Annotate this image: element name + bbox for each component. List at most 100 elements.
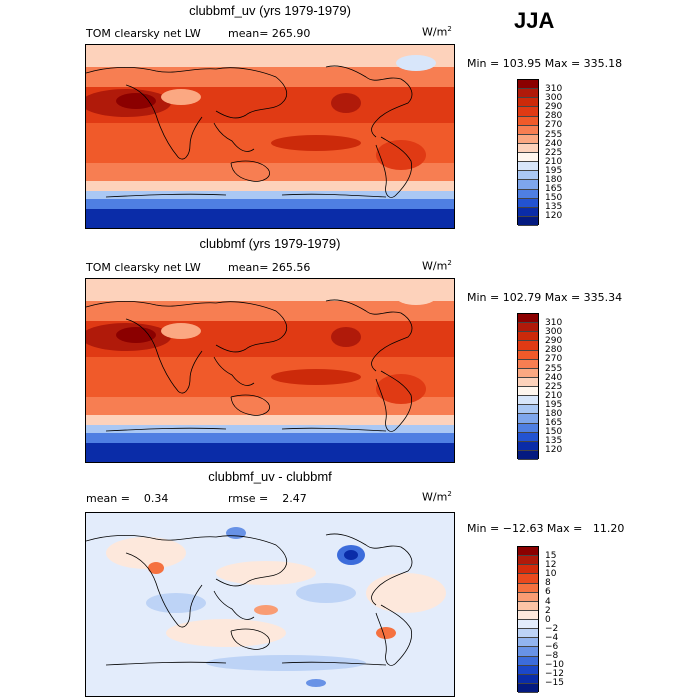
colorbar-tick-label: 240 xyxy=(545,373,563,383)
colorbar-tick-label: −10 xyxy=(545,660,564,670)
colorbar-swatch xyxy=(518,80,538,90)
colorbar-tick-label: −15 xyxy=(545,678,564,688)
colorbar-swatch xyxy=(518,189,538,199)
colorbar-swatch xyxy=(518,216,538,226)
colorbar-tick-label: −6 xyxy=(545,642,559,652)
colorbar-swatch xyxy=(518,396,538,406)
colorbar-swatch xyxy=(518,171,538,181)
world-map xyxy=(85,44,455,229)
colorbar-tick-label: 240 xyxy=(545,139,563,149)
colorbar-tick-label: 6 xyxy=(545,587,551,597)
colorbar-swatch xyxy=(518,683,538,693)
colorbar-tick-label: 0 xyxy=(545,615,551,625)
colorbar-swatch xyxy=(518,547,538,557)
colorbar-swatch xyxy=(518,629,538,639)
colorbar-swatch xyxy=(518,207,538,217)
colorbar-swatch xyxy=(518,574,538,584)
colorbar-swatch xyxy=(518,638,538,648)
colorbar-tick-label: 270 xyxy=(545,354,563,364)
colorbar-tick-label: −12 xyxy=(545,669,564,679)
mean-label: mean = 0.34 xyxy=(86,492,169,505)
colorbar-swatch xyxy=(518,198,538,208)
colorbar-swatch xyxy=(518,359,538,369)
colorbar-tick-label: −2 xyxy=(545,624,559,634)
colorbar-tick-label: 8 xyxy=(545,578,551,588)
minmax-label: Min = −12.63 Max = 11.20 xyxy=(467,522,625,535)
colorbar-tick-label: 210 xyxy=(545,391,563,401)
colorbar-tick-label: 280 xyxy=(545,345,563,355)
variable-label: TOM clearsky net LW xyxy=(86,261,201,274)
mean-label: mean= 265.90 xyxy=(228,27,311,40)
colorbar-tick-label: 4 xyxy=(545,597,551,607)
colorbar-swatch xyxy=(518,180,538,190)
season-label: JJA xyxy=(514,8,555,33)
panel-title: clubbmf_uv - clubbmf xyxy=(208,469,332,484)
colorbar-swatch xyxy=(518,377,538,387)
colorbar-swatch xyxy=(518,107,538,117)
colorbar-tick-label: −4 xyxy=(545,633,559,643)
colorbar-tick-label: 210 xyxy=(545,157,563,167)
colorbar-swatch xyxy=(518,98,538,108)
colorbar-tick-label: 2 xyxy=(545,606,551,616)
minmax-label: Min = 103.95 Max = 335.18 xyxy=(467,57,623,70)
colorbar-swatch xyxy=(518,405,538,415)
colorbar-swatch xyxy=(518,423,538,433)
colorbar-tick-label: 310 xyxy=(545,84,563,94)
colorbar-swatch xyxy=(518,665,538,675)
colorbar-tick-label: 255 xyxy=(545,130,563,140)
colorbar-tick-label: 290 xyxy=(545,102,563,112)
colorbar-tick-label: 15 xyxy=(545,551,557,561)
units-label: W/m2 xyxy=(422,259,452,273)
colorbar-swatch xyxy=(518,143,538,153)
colorbar-swatch xyxy=(518,441,538,451)
colorbar-tick-label: 12 xyxy=(545,560,557,570)
colorbar-tick-label: 150 xyxy=(545,193,563,203)
colorbar-swatch xyxy=(518,153,538,163)
world-map xyxy=(85,278,455,463)
colorbar-swatch xyxy=(518,125,538,135)
colorbar-tick-label: 300 xyxy=(545,93,563,103)
colorbar-tick-label: 225 xyxy=(545,148,563,158)
colorbar-tick-label: 270 xyxy=(545,120,563,130)
colorbar-tick-label: 180 xyxy=(545,175,563,185)
colorbar-tick-label: −8 xyxy=(545,651,559,661)
colorbar-swatch xyxy=(518,89,538,99)
colorbar-swatch xyxy=(518,610,538,620)
colorbar-swatch xyxy=(518,414,538,424)
colorbar-swatch xyxy=(518,162,538,172)
colorbar-swatch xyxy=(518,350,538,360)
colorbar-tick-label: 195 xyxy=(545,400,563,410)
colorbar-swatch xyxy=(518,314,538,324)
colorbar-tick-label: 120 xyxy=(545,211,563,221)
colorbar-tick-label: 165 xyxy=(545,418,563,428)
colorbar-tick-label: 290 xyxy=(545,336,563,346)
mean-label: mean= 265.56 xyxy=(228,261,311,274)
units-label: W/m2 xyxy=(422,490,452,504)
colorbar-swatch xyxy=(518,601,538,611)
variable-label: TOM clearsky net LW xyxy=(86,27,201,40)
colorbar-tick-label: 165 xyxy=(545,184,563,194)
colorbar-tick-label: 120 xyxy=(545,445,563,455)
colorbar-tick-label: 180 xyxy=(545,409,563,419)
panel-title: clubbmf_uv (yrs 1979-1979) xyxy=(189,3,351,18)
colorbar-swatch xyxy=(518,620,538,630)
colorbar-swatch xyxy=(518,116,538,126)
units-label: W/m2 xyxy=(422,25,452,39)
colorbar-swatch xyxy=(518,565,538,575)
colorbar-swatch xyxy=(518,592,538,602)
colorbar-swatch xyxy=(518,341,538,351)
world-map xyxy=(85,512,455,697)
colorbar-swatch xyxy=(518,134,538,144)
colorbar-tick-label: 255 xyxy=(545,364,563,374)
colorbar-swatch xyxy=(518,556,538,566)
colorbar-swatch xyxy=(518,450,538,460)
colorbar xyxy=(517,313,539,460)
panel-title: clubbmf (yrs 1979-1979) xyxy=(199,236,341,251)
rmse-label: rmse = 2.47 xyxy=(228,492,307,505)
colorbar-tick-label: 300 xyxy=(545,327,563,337)
colorbar xyxy=(517,546,539,693)
colorbar-tick-label: 135 xyxy=(545,202,563,212)
colorbar-tick-label: 280 xyxy=(545,111,563,121)
colorbar-swatch xyxy=(518,332,538,342)
colorbar-tick-label: 225 xyxy=(545,382,563,392)
